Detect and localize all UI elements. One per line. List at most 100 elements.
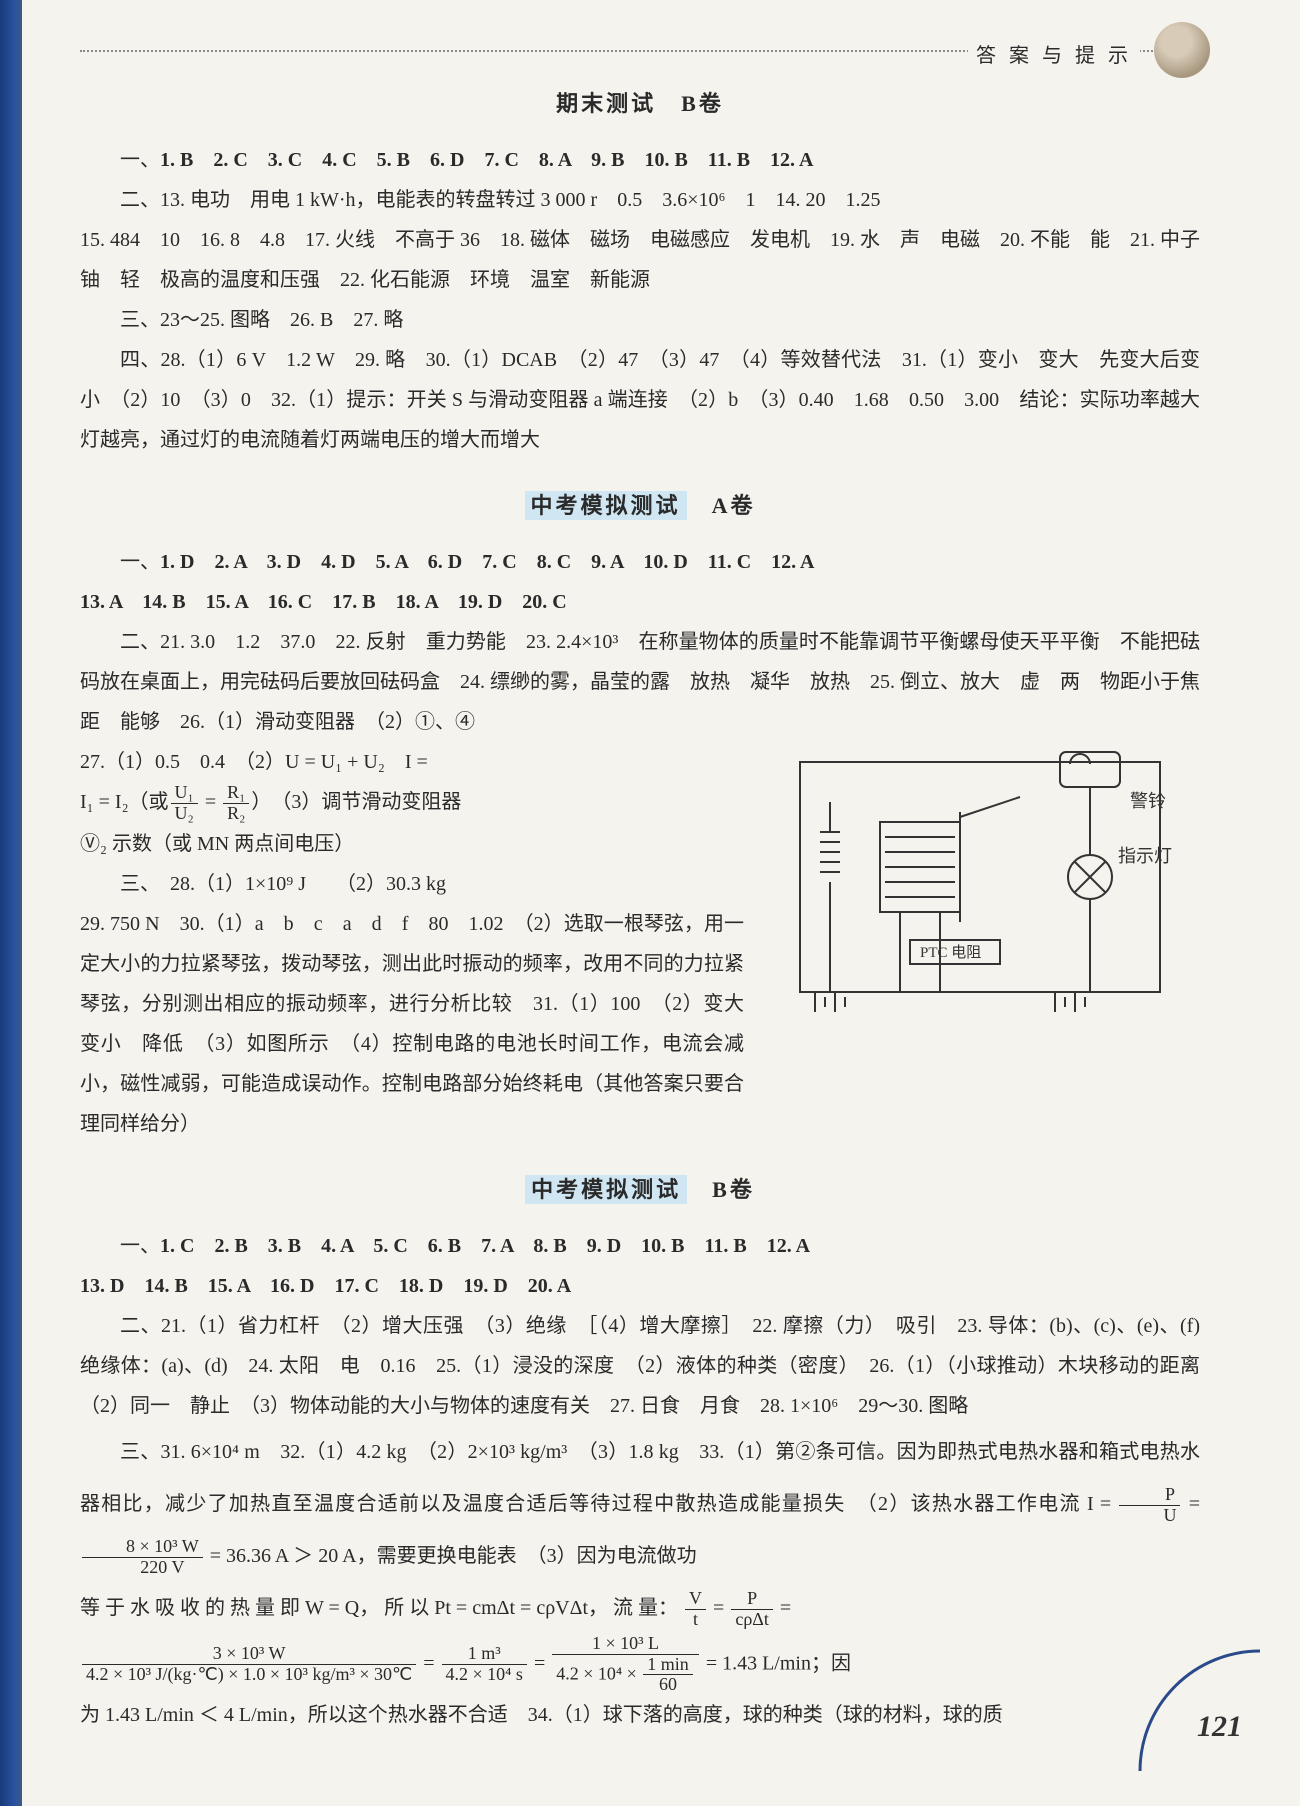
s3-title-b: B卷 — [712, 1177, 755, 1202]
eq4: = — [418, 1652, 439, 1674]
s3-p2: 21.（1）省力杠杆 （2）增大压强 （3）绝缘 ［（4）增大摩擦］ 22. 摩… — [80, 1315, 1220, 1417]
s1-p3-prefix: 三、 — [120, 309, 160, 331]
s1-part4: 四、28.（1）6 V 1.2 W 29. 略 30.（1）DCAB （2）47… — [80, 340, 1200, 460]
fden: R₂ — [223, 804, 249, 824]
s3-p1a: 1. C 2. B 3. B 4. A 5. C 6. B 7. A 8. B … — [160, 1235, 810, 1257]
s2-q29: 29. 750 N 30.（1）a b c a d f 80 1.02 （2）选… — [80, 904, 744, 1144]
s3-part1b: 13. D 14. B 15. A 16. D 17. C 18. D 19. … — [80, 1266, 1200, 1306]
s2-p28: 28.（1）1×10⁹ J （2）30.3 kg — [150, 873, 446, 895]
s2-part3-28: 三、 28.（1）1×10⁹ J （2）30.3 kg — [80, 864, 744, 904]
eq1: = — [1182, 1493, 1200, 1515]
s3-p3a: 31. 6×10⁴ m 32.（1）4.2 kg （2）2×10³ kg/m³ … — [80, 1441, 1200, 1515]
s2-p2a: 21. 3.0 1.2 37.0 22. 反射 重力势能 23. 2.4×10³… — [80, 631, 1200, 733]
s3-part1a: 一、1. C 2. B 3. B 4. A 5. C 6. B 7. A 8. … — [80, 1226, 1200, 1266]
s3-p3b-pre: 等 于 水 吸 收 的 热 量 即 W = Q， 所 以 Pt = cmΔt =… — [80, 1597, 678, 1619]
s2-part1b: 13. A 14. B 15. A 16. C 17. B 18. A 19. … — [80, 582, 1200, 622]
den-pre: 4.2 × 10⁴ × — [556, 1663, 641, 1683]
fden: 220 V — [82, 1558, 203, 1578]
s3-part2: 二、21.（1）省力杠杆 （2）增大压强 （3）绝缘 ［（4）增大摩擦］ 22.… — [80, 1306, 1200, 1426]
eq2: = — [708, 1597, 729, 1619]
book-spine — [0, 0, 22, 1806]
frac-r1r2: R₁R₂ — [223, 783, 249, 824]
frac-pu: PU — [1119, 1485, 1180, 1526]
s2-title-hl: 中考模拟测试 — [525, 491, 687, 520]
frac-u1u2: U₁U₂ — [171, 783, 198, 824]
s2-leftcol: 27.（1）0.5 0.4 （2）U = U₁ + U₂ I = I₁ = I₂… — [80, 742, 744, 1144]
fig-label-bell: 警铃 — [1130, 791, 1166, 811]
fden: U₂ — [171, 804, 198, 824]
s3-part3b: 等 于 水 吸 收 的 热 量 即 W = Q， 所 以 Pt = cmΔt =… — [80, 1582, 1200, 1634]
s3-p3a-tail: = 36.36 A ＞ 20 A，需要更换电能表 （3）因为电流做功 — [205, 1545, 697, 1567]
s1-p4-prefix: 四、 — [120, 349, 160, 371]
fden: 60 — [643, 1675, 693, 1695]
s2-27b-post: ） （3）调节滑动变阻器 — [251, 791, 461, 813]
s2-twocol: 27.（1）0.5 0.4 （2）U = U₁ + U₂ I = I₁ = I₂… — [80, 742, 1200, 1144]
fnum: P — [1119, 1485, 1180, 1506]
s1-p4a: 28.（1）6 V 1.2 W 29. 略 30.（1）DCAB （2）47 （… — [80, 349, 1200, 451]
fnum: 1 m³ — [442, 1644, 527, 1665]
s3-p1-prefix: 一、 — [120, 1235, 160, 1257]
fnum: P — [731, 1589, 773, 1610]
s1-p1-prefix: 一、 — [120, 149, 160, 171]
s1-part3: 三、23～25. 图略 26. B 27. 略 — [80, 300, 1200, 340]
s2-q27b: I₁ = I₂（或U₁U₂ = R₁R₂） （3）调节滑动变阻器 — [80, 782, 744, 824]
fden: 4.2 × 10³ J/(kg·℃) × 1.0 × 10³ kg/m³ × 3… — [82, 1665, 416, 1685]
fnum: R₁ — [223, 783, 249, 804]
s1-p2-prefix: 二、 — [120, 189, 160, 211]
page-content: 答 案 与 提 示 期末测试 B卷 一、1. B 2. C 3. C 4. C … — [80, 50, 1200, 1735]
s2-q27c: Ⓥ₂ 示数（或 MN 两点间电压） — [80, 824, 744, 864]
s1-p2a: 13. 电功 用电 1 kW·h，电能表的转盘转过 3 000 r 0.5 3.… — [160, 189, 880, 211]
s3-p2-prefix: 二、 — [120, 1315, 161, 1337]
s1-part1: 一、1. B 2. C 3. C 4. C 5. B 6. D 7. C 8. … — [80, 140, 1200, 180]
s2-p3-prefix: 三、 — [120, 873, 150, 895]
frac-8k220: 8 × 10³ W220 V — [82, 1537, 203, 1578]
header-mascot-icon — [1154, 22, 1210, 78]
frac-pcrho: PcρΔt — [731, 1589, 773, 1630]
fden: t — [685, 1610, 706, 1630]
section-title-mock-a: 中考模拟测试 A卷 — [80, 484, 1200, 528]
s1-part2b: 15. 484 10 16. 8 4.8 17. 火线 不高于 36 18. 磁… — [80, 220, 1200, 300]
section-title-final-b: 期末测试 B卷 — [80, 82, 1200, 126]
fden: cρΔt — [731, 1610, 773, 1630]
frac-vt: Vt — [685, 1589, 706, 1630]
s2-p1-prefix: 一、 — [120, 551, 160, 573]
circuit-figure: 警铃 指示灯 PTC 电阻 — [760, 742, 1200, 1036]
circuit-svg-icon: 警铃 指示灯 PTC 电阻 — [760, 742, 1200, 1022]
fig-label-lamp: 指示灯 — [1118, 846, 1172, 866]
bigfrac: 3 × 10³ W4.2 × 10³ J/(kg·℃) × 1.0 × 10³ … — [82, 1644, 416, 1685]
s1-p3: 23～25. 图略 26. B 27. 略 — [160, 309, 403, 331]
eq-s2: = — [200, 791, 221, 813]
eq3: = — [775, 1597, 791, 1619]
fnum: V — [685, 1589, 706, 1610]
s1-p1: 1. B 2. C 3. C 4. C 5. B 6. D 7. C 8. A … — [160, 149, 813, 171]
s2-27b-pre: I₁ = I₂（或 — [80, 791, 169, 813]
s3-title-hl: 中考模拟测试 — [525, 1175, 687, 1204]
s1-part2a: 二、13. 电功 用电 1 kW·h，电能表的转盘转过 3 000 r 0.5 … — [80, 180, 1200, 220]
header-label: 答 案 与 提 示 — [968, 36, 1140, 76]
s2-part2: 二、21. 3.0 1.2 37.0 22. 反射 重力势能 23. 2.4×1… — [80, 622, 1200, 742]
fden: 4.2 × 10⁴ s — [442, 1665, 527, 1685]
s3-part3a: 三、31. 6×10⁴ m 32.（1）4.2 kg （2）2×10³ kg/m… — [80, 1426, 1200, 1582]
fig-label-ptc: PTC 电阻 — [920, 944, 981, 961]
s3-p3-prefix: 三、 — [120, 1441, 160, 1463]
s2-part1a: 一、1. D 2. A 3. D 4. D 5. A 6. D 7. C 8. … — [80, 542, 1200, 582]
fnum: U₁ — [171, 783, 198, 804]
s2-p1a: 1. D 2. A 3. D 4. D 5. A 6. D 7. C 8. C … — [160, 551, 815, 573]
eq5: = — [529, 1652, 550, 1674]
page-number: 121 — [1197, 1710, 1242, 1744]
fnum: 1 min — [643, 1655, 693, 1676]
s2-title-b: A卷 — [712, 493, 756, 518]
s3-part3d: 为 1.43 L/min ＜ 4 L/min，所以这个热水器不合适 34.（1）… — [80, 1695, 1200, 1735]
fnum: 3 × 10³ W — [82, 1644, 416, 1665]
frac-1m3: 1 m³4.2 × 10⁴ s — [442, 1644, 527, 1685]
section-title-mock-b: 中考模拟测试 B卷 — [80, 1168, 1200, 1212]
s2-p2-prefix: 二、 — [120, 631, 160, 653]
header-rule: 答 案 与 提 示 — [80, 50, 1200, 52]
fnum: 8 × 10³ W — [82, 1537, 203, 1558]
s2-q27a: 27.（1）0.5 0.4 （2）U = U₁ + U₂ I = — [80, 742, 744, 782]
s3-part3c: 3 × 10³ W4.2 × 10³ J/(kg·℃) × 1.0 × 10³ … — [80, 1634, 1200, 1695]
fnum: 1 × 10³ L — [552, 1634, 699, 1655]
frac-inner: 1 min60 — [643, 1655, 693, 1696]
frac-1kL: 1 × 10³ L 4.2 × 10⁴ × 1 min60 — [552, 1634, 699, 1695]
s3-p3c-tail: = 1.43 L/min；因 — [701, 1652, 851, 1674]
